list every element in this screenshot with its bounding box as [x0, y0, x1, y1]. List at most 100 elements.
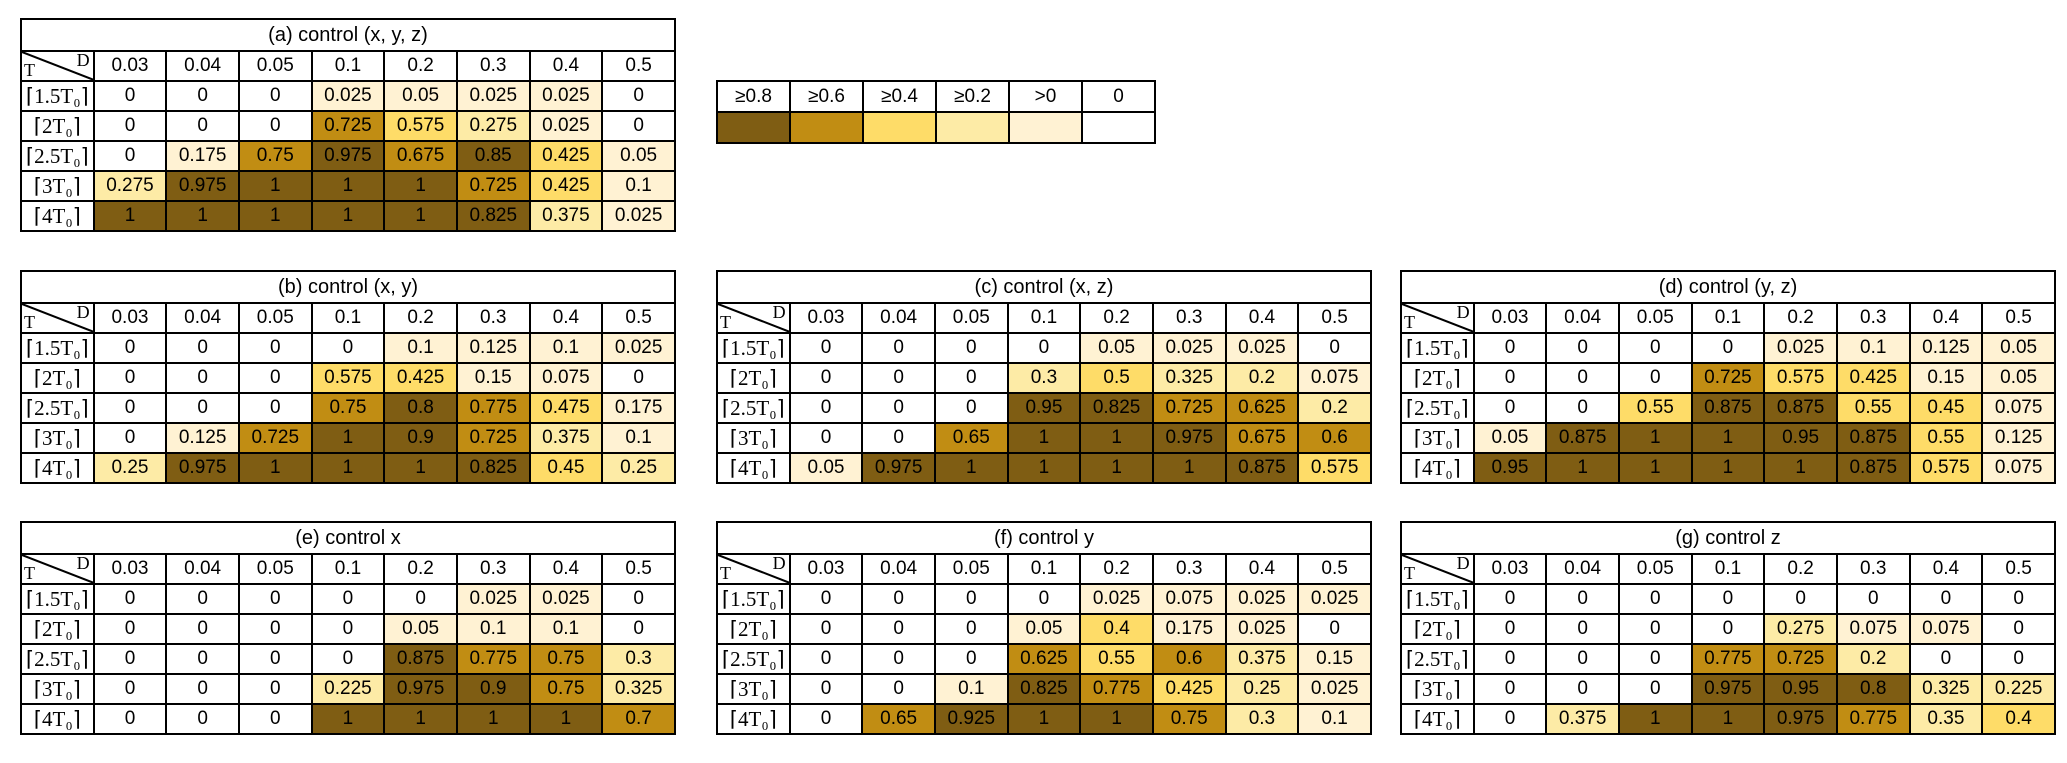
value-cell: 1	[1006, 422, 1082, 454]
header-row: T D 0.03 0.04 0.05 0.1 0.2 0.3 0.4 0.5	[20, 50, 676, 82]
column-header: 0.04	[165, 50, 240, 82]
diagonal-line	[22, 52, 94, 80]
value-cell: 0	[1545, 392, 1620, 424]
value-cell: 0.15	[1297, 643, 1372, 675]
column-header: 0.5	[601, 302, 676, 334]
column-header: 0.3	[1151, 553, 1227, 585]
value-cell: 0	[92, 140, 168, 172]
table-row: ⌈2.5T₀⌉ 0 0 0.55 0.875 0.875 0.55 0.45 0.075	[1400, 392, 2056, 424]
value-cell: 0.575	[1297, 452, 1372, 484]
value-cell: 0	[933, 583, 1009, 615]
value-cell: 0.075	[1908, 613, 1984, 645]
value-cell: 0	[861, 643, 936, 675]
legend-swatch	[1081, 111, 1156, 144]
value-cell: 0	[92, 703, 168, 735]
value-cell: 0	[1472, 703, 1548, 735]
legend-swatch	[1008, 111, 1083, 144]
value-cell: 0	[1835, 583, 1911, 615]
value-cell: 0	[1545, 673, 1620, 705]
column-header: 0.05	[933, 302, 1009, 334]
panel-e: (e) control x T D 0.03 0.04 0.05 0.1 0.2 0.3 0.4 0…	[20, 521, 676, 735]
table-row: ⌈1.5T₀⌉ 0 0 0 0 0.025 0.1 0.125 0.05	[1400, 332, 2056, 364]
value-cell: 0.025	[1079, 583, 1154, 615]
column-header: 0.03	[1472, 302, 1548, 334]
value-cell: 0	[1472, 362, 1548, 394]
value-cell: 0	[237, 703, 313, 735]
row-header: ⌈2.5T₀⌉	[1400, 643, 1475, 675]
column-header: 0.03	[788, 302, 864, 334]
row-header: ⌈2T₀⌉	[716, 362, 791, 394]
row-header: ⌈1.5T₀⌉	[1400, 583, 1475, 615]
value-cell: 0.75	[1151, 703, 1227, 735]
value-cell: 0.875	[1835, 452, 1911, 484]
value-cell: 0.8	[1835, 673, 1911, 705]
value-cell: 0.725	[1690, 362, 1766, 394]
value-cell: 0.9	[383, 422, 458, 454]
title-row: (c) control (x, z)	[716, 270, 1372, 304]
table-row: ⌈4T₀⌉ 1 1 1 1 1 0.825 0.375 0.025	[20, 200, 676, 232]
table-row: ⌈2T₀⌉ 0 0 0 0.725 0.575 0.275 0.025 0	[20, 110, 676, 142]
value-cell: 0.025	[455, 583, 531, 615]
axis-d-label: D	[76, 302, 90, 322]
value-cell: 0.025	[601, 332, 676, 364]
row-header: ⌈3T₀⌉	[20, 422, 95, 454]
value-cell: 0	[1006, 583, 1082, 615]
table-row: ⌈3T₀⌉ 0.275 0.975 1 1 1 0.725 0.425 0.1	[20, 170, 676, 202]
value-cell: 0	[1545, 332, 1620, 364]
axis-t-label: T	[1404, 312, 1415, 332]
value-cell: 0	[310, 613, 386, 645]
value-cell: 0.05	[1981, 332, 2056, 364]
column-header: 0.05	[237, 302, 313, 334]
value-cell: 0	[788, 703, 864, 735]
value-cell: 0	[237, 332, 313, 364]
value-cell: 0.05	[383, 613, 458, 645]
value-cell: 0	[237, 613, 313, 645]
value-cell: 0	[1617, 362, 1693, 394]
value-cell: 1	[383, 703, 458, 735]
axis-t-label: T	[720, 563, 731, 583]
color-legend: ≥0.8 ≥0.6 ≥0.4 ≥0.2 >0 0	[716, 80, 1156, 144]
value-cell: 0	[237, 362, 313, 394]
value-cell: 0.05	[601, 140, 676, 172]
value-cell: 0.675	[383, 140, 458, 172]
value-cell: 0.025	[1224, 583, 1300, 615]
header-row: T D 0.03 0.04 0.05 0.1 0.2 0.3 0.4 0.5	[20, 553, 676, 585]
value-cell: 0	[861, 362, 936, 394]
row-header: ⌈2.5T₀⌉	[1400, 392, 1475, 424]
value-cell: 0	[1545, 613, 1620, 645]
value-cell: 0.975	[165, 170, 240, 202]
diagonal-line	[22, 555, 94, 583]
value-cell: 0.55	[1079, 643, 1154, 675]
value-cell: 0	[1763, 583, 1838, 615]
results-table: (e) control x T D 0.03 0.04 0.05 0.1 0.2 0.3 0.4 0…	[20, 521, 676, 735]
table-row: ⌈4T₀⌉ 0 0.375 1 1 0.975 0.775 0.35 0.4	[1400, 703, 2056, 735]
panel-c: (c) control (x, z) T D 0.03 0.04 0.05 0.1 0.2 0.…	[716, 270, 1372, 484]
value-cell: 1	[310, 703, 386, 735]
table-row: ⌈2T₀⌉ 0 0 0 0.575 0.425 0.15 0.075 0	[20, 362, 676, 394]
panel-b: (b) control (x, y) T D 0.03 0.04 0.05 0.1 0.2 0.…	[20, 270, 676, 484]
column-header: 0.3	[455, 302, 531, 334]
row-header: ⌈1.5T₀⌉	[20, 583, 95, 615]
value-cell: 0.775	[1079, 673, 1154, 705]
value-cell: 0.3	[1006, 362, 1082, 394]
table-row: ⌈2.5T₀⌉ 0 0 0 0.75 0.8 0.775 0.475 0.175	[20, 392, 676, 424]
value-cell: 0.075	[1297, 362, 1372, 394]
row-header: ⌈4T₀⌉	[716, 452, 791, 484]
table-row: ⌈2.5T₀⌉ 0 0 0 0.775 0.725 0.2 0 0	[1400, 643, 2056, 675]
table-row: ⌈4T₀⌉ 0 0 0 1 1 1 1 0.7	[20, 703, 676, 735]
column-header: 0.1	[1006, 302, 1082, 334]
value-cell: 0	[1617, 332, 1693, 364]
column-header: 0.05	[237, 553, 313, 585]
value-cell: 0.2	[1224, 362, 1300, 394]
column-header: 0.03	[92, 50, 168, 82]
column-header: 0.3	[1151, 302, 1227, 334]
value-cell: 0.625	[1224, 392, 1300, 424]
value-cell: 0.075	[528, 362, 604, 394]
value-cell: 0.1	[601, 422, 676, 454]
value-cell: 0.35	[1908, 703, 1984, 735]
value-cell: 0	[310, 583, 386, 615]
table-row: ⌈3T₀⌉ 0 0.125 0.725 1 0.9 0.725 0.375 0.1	[20, 422, 676, 454]
legend-label-row: ≥0.8 ≥0.6 ≥0.4 ≥0.2 >0 0	[716, 80, 1156, 113]
